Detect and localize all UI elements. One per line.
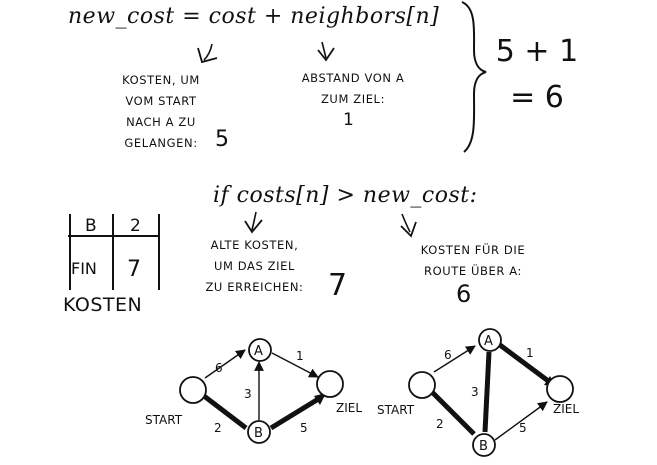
formula-new-cost: new_cost = cost + neighbors[n] — [68, 4, 440, 29]
arrow-old-cost-head — [244, 219, 263, 234]
arrow-cost — [203, 43, 213, 61]
graph-left — [202, 349, 326, 431]
right-weight-b-goal: 5 — [519, 421, 527, 435]
left-node-a — [248, 338, 272, 362]
right-node-start — [408, 371, 436, 399]
condition-code: if costs[n] > new_cost: — [213, 183, 478, 208]
arrow-neighbor-head — [317, 47, 335, 62]
left-label-start: START — [145, 413, 183, 427]
old-cost-note: ALTE KOSTEN, UM DAS ZIEL ZU ERREICHEN: — [205, 238, 304, 294]
arrow-old-cost — [251, 211, 257, 231]
table-title: KOSTEN — [63, 294, 143, 316]
table-row-b-node: B — [85, 216, 97, 236]
left-node-goal — [316, 370, 344, 398]
arrow-neighbor — [321, 41, 327, 59]
neighbor-note: ABSTAND VON A ZUM ZIEL: — [301, 71, 405, 106]
left-weight-b-goal: 5 — [300, 421, 308, 435]
table-row-fin-cost: 7 — [127, 257, 141, 282]
right-node-b — [472, 433, 496, 457]
left-weight-b-a: 3 — [244, 387, 252, 401]
cost-value: 5 — [215, 127, 229, 152]
right-label-start: START — [377, 403, 415, 417]
table-row-fin-node: FIN — [71, 259, 97, 278]
curly-brace — [461, 1, 487, 153]
neighbor-value: 1 — [343, 110, 354, 130]
sum-line-2: = 6 — [510, 80, 564, 115]
left-node-start — [179, 376, 207, 404]
old-cost-value: 7 — [328, 268, 348, 303]
right-weight-start-b: 2 — [436, 417, 444, 431]
left-label-b: B — [254, 426, 263, 441]
right-label-a: A — [484, 334, 493, 349]
cost-note: KOSTEN, UM VOM START NACH A ZU GELANGEN: — [122, 73, 200, 150]
table-row-b-cost: 2 — [130, 216, 141, 236]
new-cost-value: 6 — [456, 280, 472, 308]
right-weight-start-a: 6 — [444, 348, 452, 362]
arrow-new-cost — [401, 213, 411, 233]
arrow-new-cost-head — [400, 221, 417, 238]
sum-line-1: 5 + 1 — [495, 34, 579, 69]
right-weight-b-a: 3 — [471, 385, 479, 399]
arrow-cost-head — [197, 47, 218, 64]
left-weight-a-goal: 1 — [296, 349, 304, 363]
left-weight-start-b: 2 — [214, 421, 222, 435]
left-node-b — [247, 420, 271, 444]
right-node-a — [478, 328, 502, 352]
left-weight-start-a: 6 — [215, 361, 223, 375]
new-cost-note: KOSTEN FÜR DIE ROUTE ÜBER A: — [420, 243, 526, 278]
right-label-goal: ZIEL — [553, 402, 579, 416]
right-weight-a-goal: 1 — [526, 346, 534, 360]
costs-table — [68, 214, 160, 290]
right-label-b: B — [479, 439, 488, 454]
right-node-goal — [546, 375, 574, 403]
left-label-a: A — [254, 344, 263, 359]
left-label-goal: ZIEL — [336, 401, 362, 415]
